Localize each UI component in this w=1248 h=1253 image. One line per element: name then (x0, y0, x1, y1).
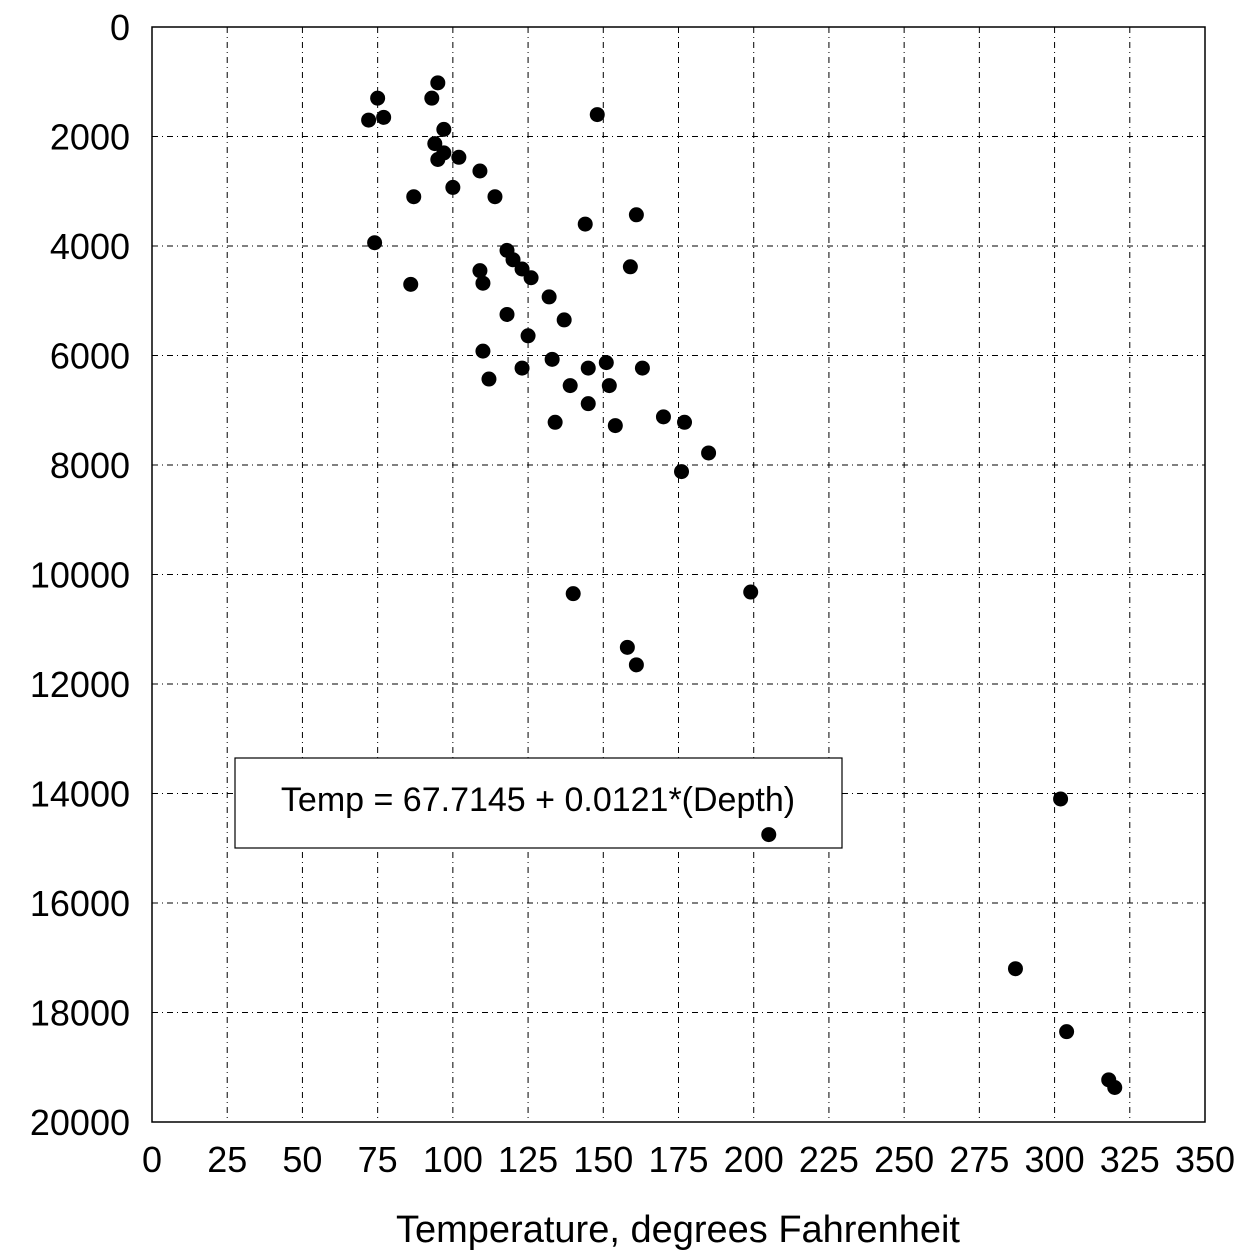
x-tick-label: 225 (799, 1139, 859, 1180)
x-tick-label: 125 (498, 1139, 558, 1180)
y-tick-label: 8000 (50, 445, 130, 486)
data-point (427, 136, 443, 152)
data-point (1053, 791, 1069, 807)
data-point (628, 207, 644, 223)
data-point (761, 827, 777, 843)
x-tick-label: 300 (1025, 1139, 1085, 1180)
x-tick-label: 0 (142, 1139, 162, 1180)
data-point (361, 112, 377, 128)
data-point (472, 163, 488, 179)
y-tick-label: 12000 (30, 664, 130, 705)
x-tick-label: 175 (648, 1139, 708, 1180)
data-point (674, 464, 690, 480)
y-tick-label: 2000 (50, 117, 130, 158)
regression-annotation: Temp = 67.7145 + 0.0121*(Depth) (234, 757, 843, 849)
data-point (523, 270, 539, 286)
x-tick-label: 150 (573, 1139, 633, 1180)
y-tick-label: 20000 (30, 1102, 130, 1143)
data-point (436, 145, 452, 161)
plot-area-frame (151, 26, 1206, 1123)
data-point (1007, 961, 1023, 977)
grid-lines (152, 27, 1205, 1122)
data-point (556, 312, 572, 328)
data-point (475, 275, 491, 291)
annotation-box (234, 757, 843, 849)
data-point (472, 263, 488, 279)
x-tick-label: 250 (874, 1139, 934, 1180)
data-point (580, 396, 596, 412)
y-tick-label: 0 (110, 7, 130, 48)
data-point (634, 360, 650, 376)
data-point (367, 235, 383, 251)
x-tick-label: 275 (949, 1139, 1009, 1180)
x-tick-label: 200 (724, 1139, 784, 1180)
y-tick-label: 16000 (30, 883, 130, 924)
regression-equation: Temp = 67.7145 + 0.0121*(Depth) (281, 781, 795, 819)
data-point (677, 414, 693, 430)
data-point (514, 360, 530, 376)
data-point (403, 276, 419, 292)
x-tick-label: 350 (1175, 1139, 1235, 1180)
data-point (505, 252, 521, 268)
x-tick-label: 75 (358, 1139, 398, 1180)
data-point (520, 328, 536, 344)
data-point (607, 418, 623, 434)
data-point (655, 409, 671, 425)
data-point (424, 90, 440, 106)
data-point (577, 216, 593, 232)
y-tick-label: 6000 (50, 336, 130, 377)
data-point (475, 343, 491, 359)
data-point (1107, 1080, 1123, 1096)
data-point (499, 306, 515, 322)
data-point (547, 414, 563, 430)
data-point (565, 586, 581, 602)
y-tick-label: 18000 (30, 993, 130, 1034)
y-tick-label: 14000 (30, 774, 130, 815)
data-point (562, 378, 578, 394)
data-point (544, 351, 560, 367)
data-point (451, 149, 467, 165)
data-point (481, 371, 497, 387)
data-point (541, 289, 557, 305)
data-point (598, 355, 614, 371)
x-tick-label: 25 (207, 1139, 247, 1180)
data-point (580, 360, 596, 376)
data-point (601, 378, 617, 394)
y-tick-label: 10000 (30, 555, 130, 596)
x-tick-label: 50 (282, 1139, 322, 1180)
data-point (445, 179, 461, 195)
data-point (619, 639, 635, 655)
data-point (1059, 1024, 1075, 1040)
y-axis-tick-labels: 0 2000 4000 6000 8000 10000 12000 14000 16000 180… (30, 7, 130, 1143)
data-point (628, 657, 644, 673)
x-axis-title: Temperature, degrees Fahrenheit (396, 1209, 960, 1251)
data-points (361, 75, 1123, 1096)
data-point (376, 109, 392, 125)
data-point (370, 90, 386, 106)
x-tick-label: 100 (423, 1139, 483, 1180)
y-tick-label: 4000 (50, 226, 130, 267)
x-axis-tick-labels: 0 25 50 75 100 125 150 175 200 225 250 275 300 325 350 (142, 1139, 1235, 1180)
data-point (436, 121, 452, 137)
x-tick-label: 325 (1100, 1139, 1160, 1180)
data-point (406, 189, 422, 205)
data-point (487, 189, 503, 205)
data-point (701, 445, 717, 461)
data-point (430, 75, 446, 91)
data-point (622, 259, 638, 275)
data-point (743, 584, 759, 600)
data-point (589, 107, 605, 123)
